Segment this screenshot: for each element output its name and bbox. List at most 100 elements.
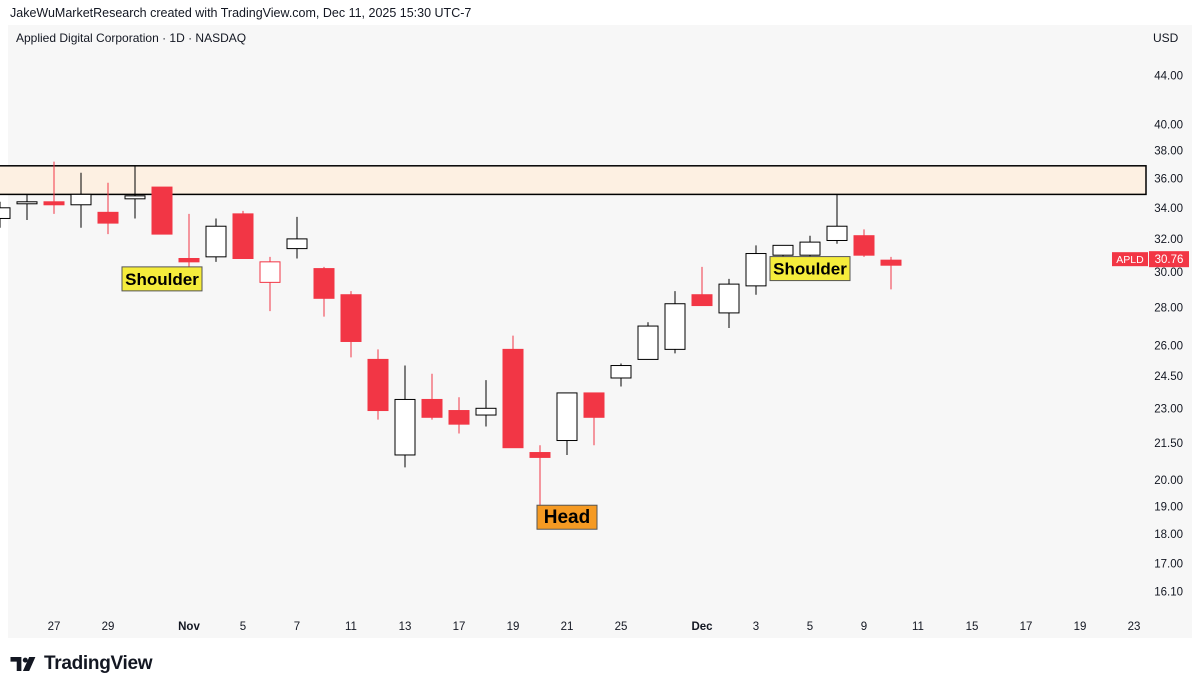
- y-tick-label: 24.50: [1154, 371, 1183, 383]
- candle: [583, 392, 605, 446]
- candle: [502, 335, 524, 449]
- candle-body: [16, 201, 38, 205]
- candle-body: [637, 325, 659, 360]
- candle: [556, 392, 578, 455]
- candle-body: [124, 195, 146, 200]
- symbol-tag-text: APLD: [1116, 254, 1144, 266]
- label-text: Shoulder: [125, 270, 199, 289]
- candle: [0, 201, 11, 228]
- x-tick-label: Nov: [178, 621, 200, 633]
- candle-body: [178, 257, 200, 263]
- candle-body: [475, 407, 497, 416]
- tradingview-wordmark: TradingView: [44, 653, 153, 674]
- candle-body: [259, 261, 281, 283]
- candle-body: [880, 259, 902, 266]
- candle-body: [340, 294, 362, 342]
- attribution-text: JakeWuMarketResearch created with Tradin…: [10, 6, 472, 20]
- candle: [745, 245, 767, 295]
- candle-body: [745, 253, 767, 287]
- candle: [97, 182, 119, 235]
- candle: [880, 256, 902, 290]
- candle-body: [502, 348, 524, 449]
- candle-body: [151, 186, 173, 235]
- candle-body: [718, 283, 740, 314]
- label-box: [536, 504, 598, 530]
- x-tick-label: 19: [507, 621, 520, 633]
- resistance-zone: [0, 165, 1147, 196]
- x-tick-label: 25: [615, 621, 628, 633]
- candle: [313, 266, 335, 317]
- candle-body: [367, 358, 389, 412]
- price-tag-text: 30.76: [1155, 254, 1184, 266]
- y-tick-label: 40.00: [1154, 119, 1183, 131]
- y-tick-label: 30.00: [1154, 267, 1183, 279]
- candle-body: [97, 211, 119, 224]
- candle: [610, 363, 632, 387]
- y-tick-label: 34.00: [1154, 203, 1183, 215]
- label-box: [769, 256, 851, 282]
- candle: [637, 322, 659, 360]
- y-tick-label: 17.00: [1154, 558, 1183, 570]
- y-tick-label: 19.00: [1154, 501, 1183, 513]
- candle-body: [286, 238, 308, 250]
- chart-area[interactable]: [8, 25, 1192, 638]
- x-tick-label: 7: [294, 621, 300, 633]
- x-tick-label: 17: [1020, 621, 1033, 633]
- x-tick-label: 9: [861, 621, 867, 633]
- time-axis: 27 29 Nov 5 7 11 13 17 19 21 25 Dec 3 5 9 11 15 17 19 23: [48, 621, 1141, 633]
- candle: [232, 210, 254, 259]
- candle: [16, 194, 38, 221]
- candle-body: [610, 365, 632, 379]
- x-tick-label: 5: [807, 621, 813, 633]
- candle-body: [43, 201, 65, 206]
- y-tick-label: 18.00: [1154, 529, 1183, 541]
- x-tick-label: Dec: [691, 621, 713, 633]
- x-tick-label: 15: [966, 621, 979, 633]
- candle: [340, 291, 362, 358]
- annotations-layer: Shoulder Head Shoulder: [121, 256, 851, 530]
- candle-body: [583, 392, 605, 418]
- candle: [367, 349, 389, 420]
- y-tick-label: 38.00: [1154, 146, 1183, 158]
- x-tick-label: 21: [561, 621, 574, 633]
- candle: [529, 445, 551, 507]
- candle-body: [70, 193, 92, 206]
- candle: [151, 186, 173, 235]
- candle-body: [691, 294, 713, 307]
- y-tick-label: 21.50: [1154, 438, 1183, 450]
- x-tick-label: 3: [753, 621, 759, 633]
- candle-body: [0, 207, 11, 219]
- candle: [718, 278, 740, 328]
- tradingview-logo-icon: [10, 657, 36, 671]
- y-tick-label: 32.00: [1154, 234, 1183, 246]
- candle: [421, 373, 443, 420]
- x-tick-label: 17: [453, 621, 466, 633]
- price-axis: 44.00 40.00 38.00 36.00 34.00 32.00 30.00 28.00…: [1154, 71, 1183, 599]
- tradingview-logo[interactable]: TradingView: [10, 652, 153, 676]
- candle: [394, 365, 416, 468]
- candle: [178, 213, 200, 276]
- candles-layer: [0, 161, 902, 507]
- currency-label[interactable]: USD: [1153, 31, 1179, 45]
- symbol-tag-box: [1112, 252, 1148, 267]
- x-tick-label: 19: [1074, 621, 1087, 633]
- shoulder-label: Shoulder: [769, 256, 851, 282]
- candle-body: [664, 303, 686, 350]
- candle: [259, 256, 281, 312]
- last-price-tag-layer: APLD 30.76: [1112, 251, 1189, 268]
- y-tick-label: 36.00: [1154, 173, 1183, 185]
- candle-body: [799, 241, 821, 256]
- x-tick-label: 11: [912, 621, 924, 633]
- y-tick-label: 44.00: [1154, 71, 1183, 83]
- candle: [853, 229, 875, 257]
- candle-body: [556, 392, 578, 442]
- resistance-zone-layer: [0, 165, 1147, 196]
- candle: [826, 194, 848, 244]
- x-tick-label: 11: [345, 621, 357, 633]
- candle-body: [313, 268, 335, 299]
- candle-body: [853, 235, 875, 256]
- label-text: Head: [544, 507, 590, 528]
- x-tick-label: 29: [102, 621, 115, 633]
- x-tick-label: 13: [399, 621, 412, 633]
